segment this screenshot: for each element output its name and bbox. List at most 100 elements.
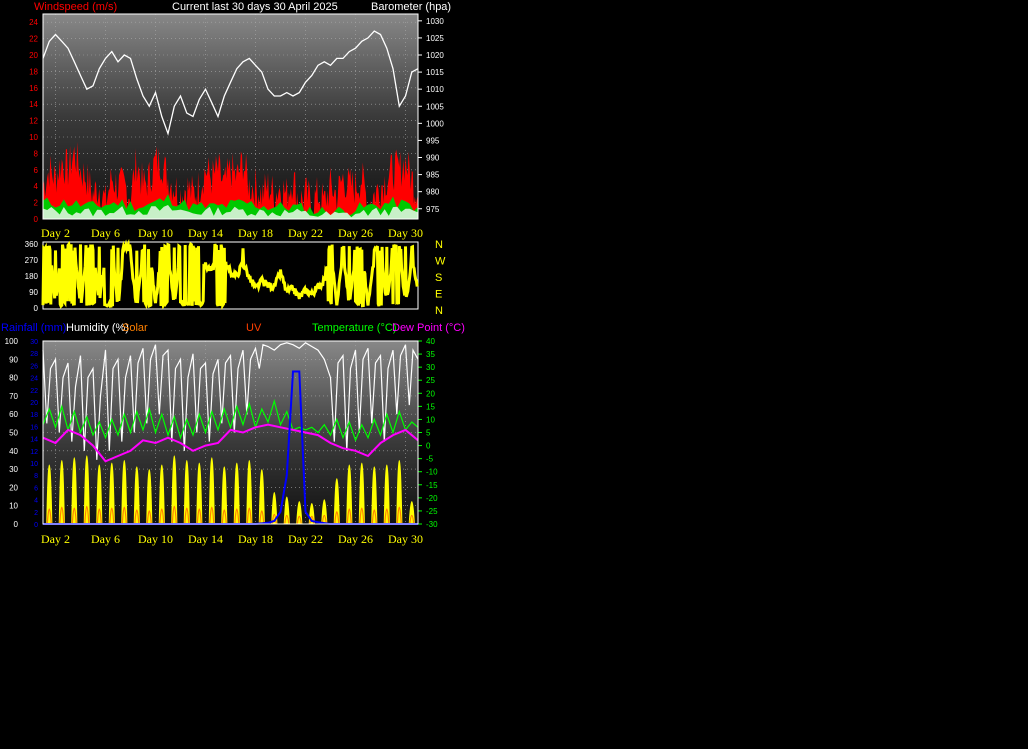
windspeed-axis-title: Windspeed (m/s) xyxy=(34,1,117,13)
temperature-tick-label: -10 xyxy=(426,468,438,477)
dewpoint-axis-title: Dew Point (°C) xyxy=(392,322,465,334)
temperature-tick-label: -25 xyxy=(426,507,438,516)
dewpoint-line xyxy=(42,423,419,463)
compass-label: N xyxy=(435,305,443,317)
compass-label: E xyxy=(435,289,442,301)
humidity-axis-title: Humidity (%) xyxy=(66,322,129,334)
humidity-tick-label: 100 xyxy=(5,337,19,346)
rainfall-tick-label: 4 xyxy=(34,498,38,505)
barometer-tick-label: 1020 xyxy=(426,51,444,60)
x-axis-label: Day 18 xyxy=(238,532,273,546)
x-axis-label: Day 6 xyxy=(91,226,120,240)
direction-ticks: 0 90 180 270 360 xyxy=(25,240,39,313)
wind-mid-area xyxy=(43,194,418,219)
windspeed-tick-label: 10 xyxy=(29,133,38,142)
x-axis-label: Day 14 xyxy=(188,532,223,546)
temperature-tick-label: 20 xyxy=(426,389,435,398)
temperature-tick-label: -15 xyxy=(426,481,438,490)
solar-line xyxy=(46,455,415,525)
temperature-tick-label: -5 xyxy=(426,455,434,464)
barometer-ticks: 975 980 985 990 995 1000 1005 1010 1015 1020 1025 1… xyxy=(418,17,444,214)
windspeed-tick-label: 14 xyxy=(29,100,38,109)
windspeed-area xyxy=(43,141,418,219)
humidity-tick-label: 10 xyxy=(9,502,18,511)
temperature-tick-label: -20 xyxy=(426,494,438,503)
x-axis-label: Day 22 xyxy=(288,226,323,240)
x-axis-label: Day 6 xyxy=(91,532,120,546)
windspeed-tick-label: 0 xyxy=(34,215,39,224)
humidity-tick-label: 40 xyxy=(9,447,18,456)
barometer-tick-label: 1015 xyxy=(426,68,444,77)
humidity-line xyxy=(42,342,419,460)
barometer-tick-label: 1005 xyxy=(426,102,444,111)
barometer-tick-label: 990 xyxy=(426,154,440,163)
temperature-line xyxy=(42,398,419,443)
temperature-tick-label: 25 xyxy=(426,376,435,385)
windspeed-tick-label: 18 xyxy=(29,67,38,76)
x-axis-label: Day 30 xyxy=(388,532,423,546)
rainfall-axis-title: Rainfall (mm) xyxy=(1,322,66,334)
x-axis-label: Day 14 xyxy=(188,226,223,240)
solar-axis-title: Solar xyxy=(122,322,148,334)
temperature-tick-label: 5 xyxy=(426,429,431,438)
chart-title: Current last 30 days 30 April 2025 xyxy=(172,1,338,13)
compass-label: N xyxy=(435,239,443,251)
barometer-line xyxy=(42,30,419,136)
rainfall-tick-label: 2 xyxy=(34,510,38,517)
windspeed-tick-label: 4 xyxy=(34,182,39,191)
rainfall-tick-label: 8 xyxy=(34,473,38,480)
rainfall-tick-label: 16 xyxy=(30,424,38,431)
hum-temp-frame xyxy=(42,340,419,525)
windspeed-tick-label: 24 xyxy=(29,18,38,27)
barometer-tick-label: 975 xyxy=(426,205,440,214)
humidity-ticks: 0 10 20 30 40 50 60 70 80 90 100 xyxy=(5,337,19,529)
gust-base-area xyxy=(43,205,418,219)
x-axis-label: Day 26 xyxy=(338,532,373,546)
humidity-tick-label: 0 xyxy=(14,520,19,529)
wind-baro-x-labels: Day 2 Day 6 Day 10 Day 14 Day 18 Day 22 Day 26… xyxy=(41,226,423,240)
uv-axis-title: UV xyxy=(246,322,262,334)
temperature-tick-label: 15 xyxy=(426,402,435,411)
humidity-tick-label: 30 xyxy=(9,465,18,474)
temperature-tick-label: 40 xyxy=(426,337,435,346)
hum-temp-x-labels: Day 2 Day 6 Day 10 Day 14 Day 18 Day 22 Day 26… xyxy=(41,532,423,546)
rainfall-line xyxy=(43,370,418,525)
temperature-axis-title: Temperature (°C) xyxy=(312,322,396,334)
barometer-axis-title: Barometer (hpa) xyxy=(371,1,451,13)
windspeed-tick-label: 8 xyxy=(34,149,39,158)
humidity-tick-label: 90 xyxy=(9,355,18,364)
rainfall-tick-label: 14 xyxy=(30,437,38,444)
rainfall-tick-label: 10 xyxy=(30,461,38,468)
direction-tick-label: 180 xyxy=(25,272,39,281)
x-axis-label: Day 10 xyxy=(138,532,173,546)
humidity-tick-label: 70 xyxy=(9,392,18,401)
rainfall-tick-label: 30 xyxy=(30,339,38,346)
barometer-tick-label: 1000 xyxy=(426,119,444,128)
temperature-ticks: -30 -25 -20 -15 -10 -5 0 5 10 15 20 25 30 35 40 xyxy=(418,337,438,529)
windspeed-tick-label: 2 xyxy=(34,199,39,208)
compass-label: S xyxy=(435,272,442,284)
rainfall-tick-label: 0 xyxy=(34,522,38,529)
humidity-tick-label: 20 xyxy=(9,483,18,492)
temperature-tick-label: -30 xyxy=(426,520,438,529)
humidity-tick-label: 50 xyxy=(9,429,18,438)
x-axis-label: Day 18 xyxy=(238,226,273,240)
x-axis-label: Day 10 xyxy=(138,226,173,240)
windspeed-tick-label: 12 xyxy=(29,117,38,126)
windspeed-tick-label: 16 xyxy=(29,84,38,93)
barometer-tick-label: 1010 xyxy=(426,85,444,94)
barometer-tick-label: 1030 xyxy=(426,17,444,26)
rainfall-tick-label: 20 xyxy=(30,400,38,407)
windspeed-tick-label: 20 xyxy=(29,51,38,60)
wind-baro-frame xyxy=(42,13,419,220)
x-axis-label: Day 22 xyxy=(288,532,323,546)
rainfall-tick-label: 6 xyxy=(34,485,38,492)
windspeed-tick-label: 22 xyxy=(29,35,38,44)
rainfall-tick-label: 26 xyxy=(30,363,38,370)
x-axis-label: Day 26 xyxy=(338,226,373,240)
temperature-tick-label: 35 xyxy=(426,350,435,359)
barometer-tick-label: 985 xyxy=(426,171,440,180)
